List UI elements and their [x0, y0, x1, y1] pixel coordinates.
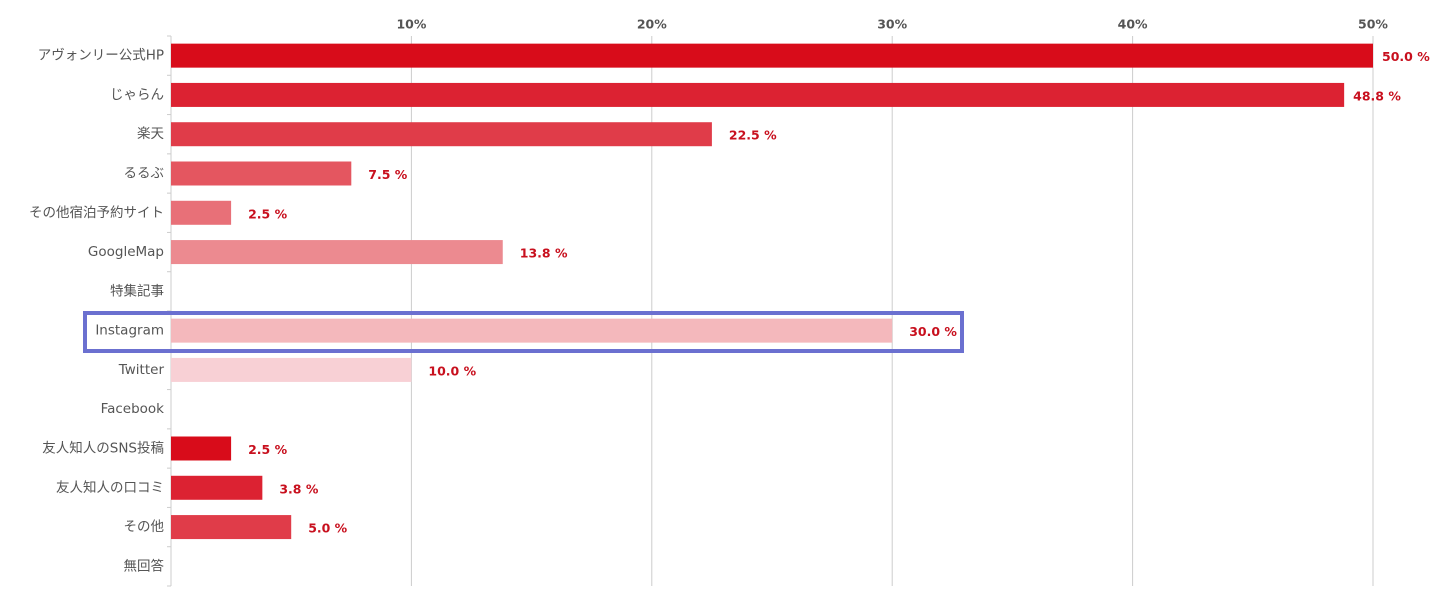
bar — [171, 475, 263, 500]
x-tick-label: 10% — [396, 17, 426, 32]
y-tick-label: Twitter — [118, 362, 165, 378]
bar — [171, 357, 412, 382]
y-tick-label: 楽天 — [137, 126, 164, 142]
bar — [171, 82, 1345, 107]
value-label: 30.0 % — [909, 324, 957, 339]
x-tick-label: 50% — [1358, 17, 1388, 32]
y-tick-label: 無回答 — [124, 557, 165, 574]
value-label: 48.8 % — [1353, 88, 1401, 103]
highlight-box — [83, 311, 964, 353]
y-tick-label: 友人知人のSNS投稿 — [42, 440, 164, 457]
value-label: 3.8 % — [279, 481, 318, 496]
value-label: 22.5 % — [729, 128, 777, 143]
y-tick-label: その他宿泊予約サイト — [29, 204, 164, 221]
x-tick-label: 30% — [877, 17, 907, 32]
bar — [171, 43, 1373, 68]
y-tick-label: 特集記事 — [110, 282, 164, 299]
bar — [171, 161, 352, 186]
y-tick-label: その他 — [124, 519, 165, 535]
bar — [171, 318, 893, 343]
y-tick-label: Instagram — [95, 323, 164, 339]
y-tick-label: アヴォンリー公式HP — [38, 47, 164, 64]
bar — [171, 240, 503, 265]
bar — [171, 436, 232, 461]
value-label: 50.0 % — [1382, 49, 1430, 64]
value-label: 2.5 % — [248, 206, 287, 221]
y-tick-label: じゃらん — [110, 87, 164, 103]
y-tick-label: るるぶ — [124, 166, 165, 182]
y-tick-label: 友人知人の口コミ — [56, 479, 164, 496]
value-label: 5.0 % — [308, 521, 347, 536]
y-tick-label: Facebook — [101, 401, 165, 417]
x-tick-label: 40% — [1118, 17, 1148, 32]
bar — [171, 515, 292, 540]
bar — [171, 122, 712, 147]
value-label: 7.5 % — [368, 167, 407, 182]
x-tick-label: 20% — [637, 17, 667, 32]
y-tick-label: GoogleMap — [88, 244, 164, 260]
value-label: 13.8 % — [520, 246, 568, 261]
value-label: 2.5 % — [248, 442, 287, 457]
bar — [171, 200, 232, 225]
value-label: 10.0 % — [428, 363, 476, 378]
